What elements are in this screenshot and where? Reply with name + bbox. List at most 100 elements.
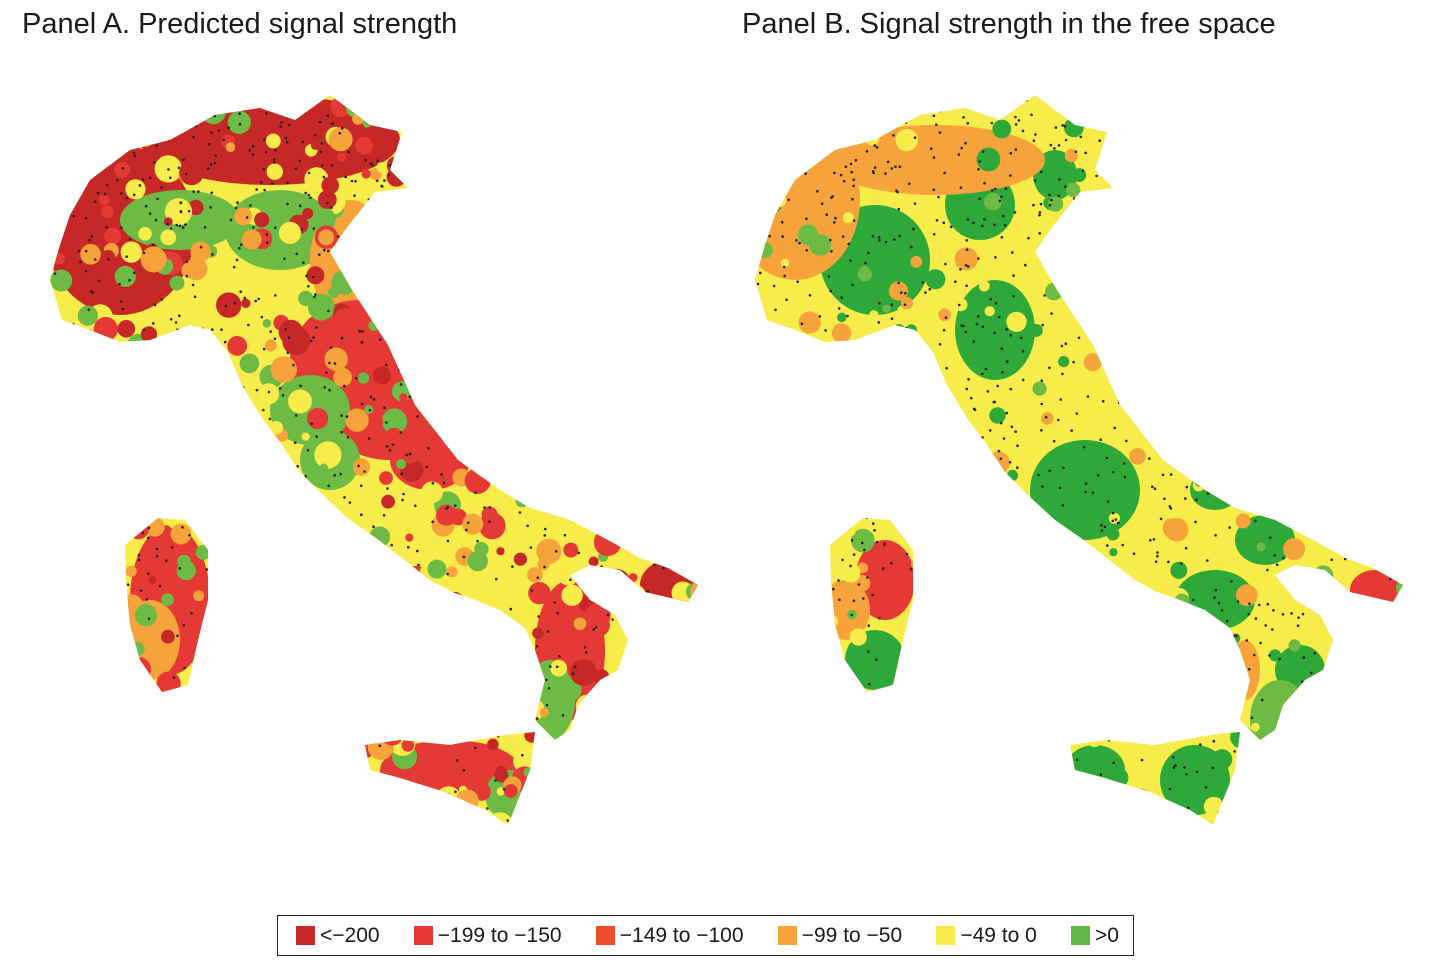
town-dot bbox=[66, 82, 69, 85]
coverage-speck bbox=[761, 805, 771, 815]
town-dot bbox=[745, 118, 748, 121]
town-dot bbox=[1300, 680, 1304, 684]
coverage-speck bbox=[390, 702, 407, 719]
town-dot bbox=[44, 531, 47, 534]
town-dot bbox=[173, 501, 177, 504]
town-dot bbox=[1304, 788, 1308, 792]
coverage-speck bbox=[493, 110, 516, 133]
town-dot bbox=[1228, 99, 1231, 103]
town-dot bbox=[1329, 172, 1333, 175]
coverage-speck bbox=[377, 793, 406, 821]
town-dot bbox=[850, 119, 854, 122]
town-dot bbox=[762, 777, 766, 780]
town-dot bbox=[1323, 217, 1326, 220]
town-dot bbox=[417, 563, 420, 567]
town-dot bbox=[1008, 460, 1012, 464]
town-dot bbox=[1056, 80, 1059, 82]
town-dot bbox=[921, 699, 924, 702]
town-dot bbox=[877, 236, 881, 239]
town-dot bbox=[1183, 80, 1186, 82]
town-dot bbox=[1389, 577, 1392, 581]
coverage-speck bbox=[658, 757, 684, 783]
coverage-speck bbox=[573, 824, 585, 825]
town-dot bbox=[781, 347, 785, 351]
town-dot bbox=[446, 572, 449, 576]
town-dot bbox=[671, 405, 674, 408]
town-dot bbox=[192, 190, 195, 193]
town-dot bbox=[768, 219, 772, 223]
town-dot bbox=[772, 284, 776, 288]
town-dot bbox=[553, 601, 556, 604]
town-dot bbox=[966, 122, 970, 125]
coverage-speck bbox=[191, 625, 205, 639]
town-dot bbox=[1384, 426, 1387, 430]
coverage-speck bbox=[884, 789, 896, 800]
town-dot bbox=[997, 449, 1001, 453]
town-dot bbox=[1155, 129, 1158, 132]
town-dot bbox=[507, 220, 511, 223]
town-dot bbox=[211, 642, 214, 646]
town-dot bbox=[209, 163, 213, 166]
town-dot bbox=[1178, 250, 1182, 254]
town-dot bbox=[1303, 280, 1307, 284]
town-dot bbox=[1024, 705, 1027, 709]
town-dot bbox=[1005, 328, 1008, 331]
coverage-speck bbox=[533, 171, 549, 186]
town-dot bbox=[1208, 665, 1211, 669]
town-dot bbox=[797, 844, 800, 847]
town-dot bbox=[551, 95, 555, 98]
town-dot bbox=[46, 365, 49, 368]
coverage-speck bbox=[292, 705, 317, 730]
town-dot bbox=[537, 85, 540, 88]
town-dot bbox=[745, 627, 748, 630]
town-dot bbox=[1297, 616, 1300, 619]
town-dot bbox=[871, 508, 874, 512]
coverage-speck bbox=[384, 428, 404, 448]
town-dot bbox=[333, 473, 337, 477]
town-dot bbox=[1096, 838, 1099, 841]
town-dot bbox=[631, 87, 634, 90]
town-dot bbox=[817, 495, 820, 499]
coverage-speck bbox=[78, 665, 93, 680]
town-dot bbox=[277, 619, 281, 622]
town-dot bbox=[1280, 449, 1284, 452]
town-dot bbox=[292, 363, 295, 367]
town-dot bbox=[978, 80, 981, 81]
town-dot bbox=[278, 387, 282, 390]
town-dot bbox=[40, 358, 43, 361]
town-dot bbox=[997, 315, 1001, 319]
coverage-speck bbox=[421, 294, 448, 321]
town-dot bbox=[1217, 601, 1221, 605]
town-dot bbox=[247, 476, 250, 480]
town-dot bbox=[344, 175, 348, 179]
town-dot bbox=[418, 182, 422, 186]
town-dot bbox=[821, 380, 824, 384]
coverage-speck bbox=[1006, 469, 1019, 481]
town-dot bbox=[867, 650, 870, 653]
town-dot bbox=[522, 95, 526, 97]
town-dot bbox=[451, 198, 454, 201]
town-dot bbox=[427, 594, 431, 598]
coverage-speck bbox=[1072, 249, 1094, 271]
town-dot bbox=[181, 226, 185, 229]
town-dot bbox=[660, 343, 663, 347]
town-dot bbox=[1267, 235, 1271, 239]
town-dot bbox=[409, 173, 413, 176]
coverage-speck bbox=[581, 139, 606, 164]
town-dot bbox=[1307, 814, 1310, 817]
town-dot bbox=[1214, 481, 1217, 484]
town-dot bbox=[466, 737, 469, 741]
coverage-speck bbox=[555, 341, 576, 362]
town-dot bbox=[324, 519, 327, 522]
town-dot bbox=[50, 228, 52, 231]
town-dot bbox=[444, 106, 448, 109]
town-dot bbox=[850, 416, 854, 419]
coverage-speck bbox=[483, 462, 505, 484]
town-dot bbox=[1089, 102, 1093, 106]
town-dot bbox=[653, 563, 656, 567]
town-dot bbox=[260, 315, 264, 319]
town-dot bbox=[625, 143, 628, 147]
coverage-speck bbox=[201, 520, 219, 537]
town-dot bbox=[280, 121, 283, 124]
town-dot bbox=[910, 103, 913, 107]
